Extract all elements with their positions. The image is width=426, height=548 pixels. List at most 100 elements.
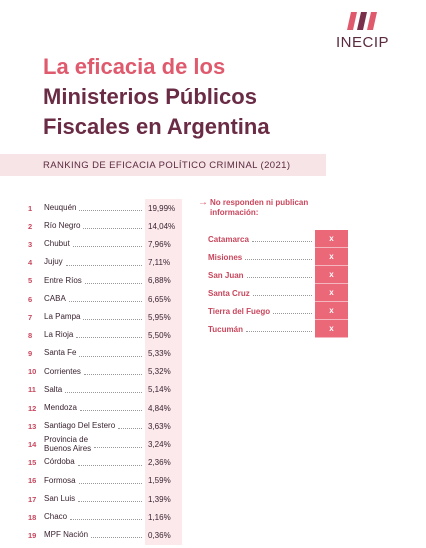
leader <box>94 442 142 448</box>
leader <box>76 332 142 339</box>
no-response-row: Tucumán x <box>208 320 348 338</box>
no-response-row: Catamarca x <box>208 230 348 248</box>
province: Santiago Del Estero <box>44 421 116 431</box>
leader <box>65 387 142 393</box>
ranking-row: 3 Chubut 7,96% <box>28 235 182 254</box>
leader <box>83 314 142 321</box>
efficacy: 19,99% <box>145 199 182 218</box>
province: Mendoza <box>44 402 77 412</box>
province: Jujuy <box>44 257 63 267</box>
leader <box>79 351 142 357</box>
leader <box>252 290 312 296</box>
leader <box>79 405 142 412</box>
leader <box>79 205 142 212</box>
rank: 1 <box>28 203 33 213</box>
rank: 14 <box>28 440 37 450</box>
province: Salta <box>44 384 63 394</box>
ranking-row: 11 Salta 5,14% <box>28 380 182 400</box>
province: San Luis <box>44 493 76 503</box>
province: MPF Nación <box>44 530 89 540</box>
efficacy: 3,24% <box>145 435 182 454</box>
title: La eficacia de los <box>43 54 226 79</box>
province: Chaco <box>44 512 68 522</box>
ranking-row: 9 Santa Fe 5,33% <box>28 344 182 363</box>
leader <box>78 496 142 503</box>
ranking-row: 2 Río Negro 14,04% <box>28 217 182 236</box>
leader <box>245 326 312 332</box>
title: Fiscales en Argentina <box>43 114 270 139</box>
mark: x <box>315 284 348 302</box>
ranking-row: 15 Córdoba 2,36% <box>28 453 182 472</box>
efficacy: 6,65% <box>145 289 182 309</box>
ranking-row: 1 Neuquén 19,99% <box>28 199 182 218</box>
leader <box>91 532 142 539</box>
leader <box>273 308 312 314</box>
leader <box>78 478 142 484</box>
province: Río Negro <box>44 221 81 231</box>
rank: 3 <box>28 239 33 249</box>
rank: 11 <box>28 385 36 395</box>
leader <box>65 260 142 266</box>
rank: 6 <box>28 294 33 304</box>
efficacy: 14,04% <box>145 217 182 236</box>
efficacy: 1,59% <box>145 471 182 490</box>
efficacy: 5,32% <box>145 362 182 381</box>
province: La Pampa <box>44 311 81 321</box>
leader <box>118 423 142 430</box>
ranking-row: 5 Entre Ríos 6,88% <box>28 271 182 290</box>
mark: x <box>315 302 348 320</box>
rank: 8 <box>28 330 33 340</box>
title: Ministerios Públicos <box>43 84 257 109</box>
rank: 19 <box>28 530 37 540</box>
logo-text: INECIP <box>336 34 390 51</box>
ranking-row: 13 Santiago Del Estero 3,63% <box>28 417 182 436</box>
no-response-table: Catamarca x Misiones x San Juan x Santa Cruz x T… <box>208 230 348 338</box>
rank: 15 <box>28 458 37 468</box>
efficacy: 3,63% <box>145 417 182 436</box>
ranking-row: 4 Jujuy 7,11% <box>28 253 182 272</box>
mark: x <box>315 320 348 338</box>
efficacy: 7,96% <box>145 235 182 254</box>
province: Catamarca <box>208 234 249 244</box>
rank: 9 <box>28 349 33 359</box>
efficacy: 5,14% <box>145 380 182 400</box>
province: Santa Cruz <box>208 288 250 298</box>
efficacy: 5,33% <box>145 344 182 363</box>
ranking-table: 1 Neuquén 19,99% 2 Río Negro 14,04% 3 Chubut 7,9… <box>28 199 182 545</box>
efficacy: 2,36% <box>145 453 182 472</box>
rank: 5 <box>28 276 33 286</box>
efficacy: 5,95% <box>145 308 182 327</box>
leader <box>245 254 312 260</box>
province: Entre Ríos <box>44 275 82 285</box>
leader <box>84 278 142 284</box>
mark: x <box>315 248 348 266</box>
rank: 17 <box>28 494 37 504</box>
arrow: → <box>198 197 208 208</box>
leader <box>83 369 142 375</box>
rank: 12 <box>28 403 37 413</box>
province: Tierra del Fuego <box>208 306 271 316</box>
rank: 2 <box>28 221 33 231</box>
ranking-row: 19 MPF Nación 0,36% <box>28 526 182 545</box>
leader <box>83 223 142 230</box>
rank: 4 <box>28 258 33 268</box>
rank: 10 <box>28 367 37 377</box>
efficacy: 4,84% <box>145 399 182 418</box>
province: Tucumán <box>208 324 243 334</box>
province: San Juan <box>208 270 244 280</box>
leader <box>72 241 142 248</box>
efficacy: 1,16% <box>145 508 182 527</box>
subtitle: RANKING DE EFICACIA POLÍTICO CRIMINAL (2… <box>43 160 291 171</box>
efficacy: 5,50% <box>145 326 182 345</box>
leader <box>251 236 312 242</box>
province: Neuquén <box>44 202 77 212</box>
province: Provincia de Buenos Aires <box>44 435 92 453</box>
logo-mark <box>347 12 377 30</box>
efficacy: 1,39% <box>145 490 182 509</box>
ranking-row: 7 La Pampa 5,95% <box>28 308 182 327</box>
leader <box>70 514 142 521</box>
no-response-row: Tierra del Fuego x <box>208 302 348 320</box>
province: La Rioja <box>44 330 74 340</box>
rank: 16 <box>28 476 37 486</box>
ranking-row: 12 Mendoza 4,84% <box>28 399 182 418</box>
